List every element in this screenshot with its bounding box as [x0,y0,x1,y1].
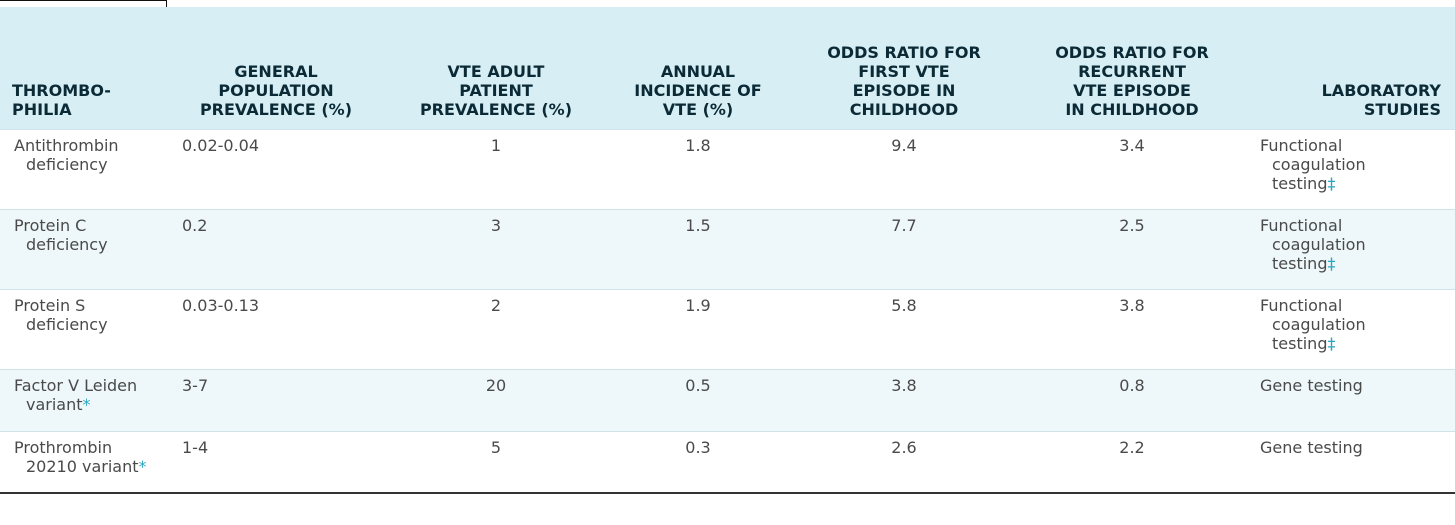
lab-line1: Functional [1260,135,1343,155]
footnote-mark: ‡ [1327,333,1336,353]
footnote-mark: ‡ [1327,173,1336,193]
annual-incidence-cell: 1.5 [685,215,711,235]
laboratory-studies-cell: Gene testing [1246,369,1455,431]
footnote-mark: * [82,394,91,414]
general-prevalence-cell: 0.2 [182,215,208,235]
odds-ratio-recurrent-cell: 0.8 [1119,375,1145,395]
odds-ratio-first-cell: 9.4 [891,135,917,155]
lab-line3: testing‡ [1272,253,1336,273]
lab-line3: testing‡ [1272,173,1336,193]
thrombophilia-cell: Prothrombin 20210 variant* [0,431,166,493]
odds-ratio-first-cell: 3.8 [891,375,917,395]
annual-incidence-cell: 0.5 [685,375,711,395]
thrombophilia-name-line2: deficiency [26,314,108,334]
thrombophilia-name-line1: Protein S [14,295,86,315]
table-row: Factor V Leiden variant* 3-7 20 0.5 3.8 0.8 Gen… [0,369,1455,431]
laboratory-studies-cell: Gene testing [1246,431,1455,493]
annual-incidence-cell: 0.3 [685,437,711,457]
header-row: THROMBO- PHILIA GENERAL POPULATION PREVALEN… [0,7,1455,129]
thrombophilia-name-line1: Prothrombin [14,437,113,457]
thrombophilia-name-line1: Antithrombin [14,135,119,155]
lab-line2: coagulation [1272,154,1366,174]
header-odds-ratio-recurrent: ODDS RATIO FOR RECURRENT VTE EPISODE IN CHI… [1055,42,1209,119]
table-row: Antithrombin deficiency 0.02-0.04 1 1.8 9.4 3.… [0,129,1455,209]
lab-line2: coagulation [1272,314,1366,334]
annual-incidence-cell: 1.8 [685,135,711,155]
vte-adult-prevalence-cell: 1 [490,135,502,155]
general-prevalence-cell: 0.03-0.13 [182,295,260,315]
header-general-population-prevalence: GENERAL POPULATION PREVALENCE (%) [199,61,353,119]
thrombophilia-cell: Factor V Leiden variant* [0,369,166,431]
vte-adult-prevalence-cell: 20 [485,375,507,395]
thrombophilia-name-line1: Protein C [14,215,87,235]
thrombophilia-cell: Antithrombin deficiency [0,129,166,209]
laboratory-studies-cell: Functional coagulation testing‡ [1246,209,1455,289]
vte-adult-prevalence-cell: 2 [490,295,502,315]
header-annual-incidence: ANNUAL INCIDENCE OF VTE (%) [634,61,762,119]
vte-adult-prevalence-cell: 3 [490,215,502,235]
header-vte-adult-patient-prevalence: VTE ADULT PATIENT PREVALENCE (%) [419,61,573,119]
thrombophilia-name-line2: variant* [26,394,91,414]
table-row: Prothrombin 20210 variant* 1-4 5 0.3 2.6 2.2 Ge… [0,431,1455,493]
lab-line1: Functional [1260,215,1343,235]
thrombophilia-name-line1: Factor V Leiden [14,375,138,395]
annual-incidence-cell: 1.9 [685,295,711,315]
top-left-tick [166,0,167,7]
general-prevalence-cell: 1-4 [182,437,209,457]
thrombophilia-name-line2: deficiency [26,234,108,254]
footnote-mark: * [138,456,147,476]
odds-ratio-recurrent-cell: 3.8 [1119,295,1145,315]
footnote-mark: ‡ [1327,253,1336,273]
odds-ratio-recurrent-cell: 2.2 [1119,437,1145,457]
header-odds-ratio-first: ODDS RATIO FOR FIRST VTE EPISODE IN CHILDHO… [827,42,981,119]
top-left-rule [0,0,166,1]
general-prevalence-cell: 3-7 [182,375,209,395]
lab-line2: coagulation [1272,234,1366,254]
thrombophilia-table: THROMBO- PHILIA GENERAL POPULATION PREVALEN… [0,7,1455,494]
lab-line1: Functional [1260,295,1343,315]
vte-adult-prevalence-cell: 5 [490,437,502,457]
lab-line1: Gene testing [1260,375,1363,395]
odds-ratio-first-cell: 2.6 [891,437,917,457]
odds-ratio-recurrent-cell: 3.4 [1119,135,1145,155]
header-laboratory-studies: LABORATORY STUDIES [1321,80,1441,119]
laboratory-studies-cell: Functional coagulation testing‡ [1246,129,1455,209]
odds-ratio-first-cell: 7.7 [891,215,917,235]
thrombophilia-name-line2: deficiency [26,154,108,174]
general-prevalence-cell: 0.02-0.04 [182,135,260,155]
header-thrombophilia: THROMBO- PHILIA [12,80,111,119]
laboratory-studies-cell: Functional coagulation testing‡ [1246,289,1455,369]
odds-ratio-recurrent-cell: 2.5 [1119,215,1145,235]
lab-line3: testing‡ [1272,333,1336,353]
lab-line1: Gene testing [1260,437,1363,457]
odds-ratio-first-cell: 5.8 [891,295,917,315]
thrombophilia-name-line2: 20210 variant* [26,456,147,476]
